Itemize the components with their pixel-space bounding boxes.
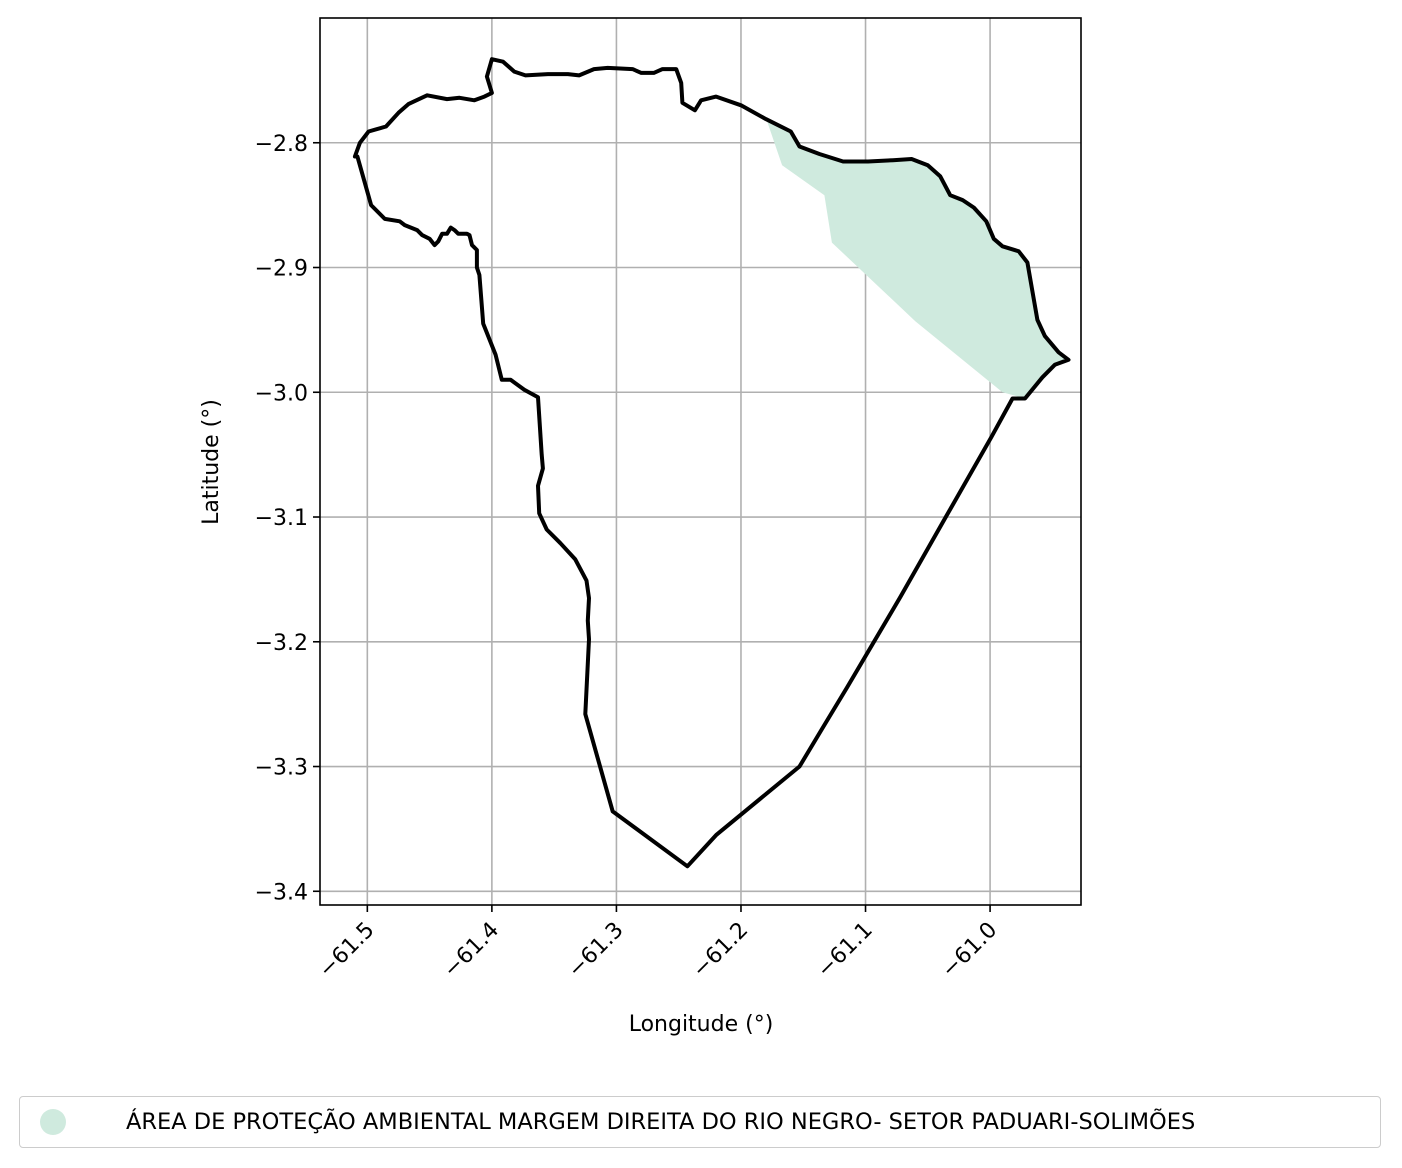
map-figure: −61.5 −61.4 −61.3 −61.2 −61.1 −61.0 −2.8 −2.9 −3… xyxy=(199,17,1082,1037)
legend-marker xyxy=(40,1109,66,1135)
x-tick-label: −61.4 xyxy=(439,918,504,983)
x-tick-label: −61.0 xyxy=(937,918,1002,983)
y-tick-label: −2.8 xyxy=(255,132,308,157)
legend-label: ÁREA DE PROTEÇÃO AMBIENTAL MARGEM DIREIT… xyxy=(126,1109,1196,1135)
y-tick-label: −3.0 xyxy=(255,381,308,406)
x-tick-label: −61.5 xyxy=(314,918,379,983)
y-tick-label: −3.4 xyxy=(255,880,308,905)
y-tick-label: −3.1 xyxy=(255,506,308,531)
y-tick-label: −2.9 xyxy=(255,257,308,282)
y-tick-label: −3.2 xyxy=(255,631,308,656)
region-boundary-outline xyxy=(352,57,1071,869)
grid-layer xyxy=(320,18,1081,905)
plot-frame xyxy=(319,17,1082,906)
x-tick-label: −61.1 xyxy=(812,918,877,983)
x-tick-label: −61.2 xyxy=(688,918,753,983)
boundary-layer xyxy=(352,57,1071,869)
x-tick-label: −61.3 xyxy=(563,918,628,983)
y-axis-label: Latitude (°) xyxy=(199,399,224,525)
y-tick-label: −3.3 xyxy=(255,756,308,781)
legend: ÁREA DE PROTEÇÃO AMBIENTAL MARGEM DIREIT… xyxy=(19,1096,1381,1148)
x-axis-label: Longitude (°) xyxy=(629,1012,774,1037)
protected-area-layer xyxy=(765,117,1069,399)
protected-area-polygon xyxy=(765,117,1069,399)
